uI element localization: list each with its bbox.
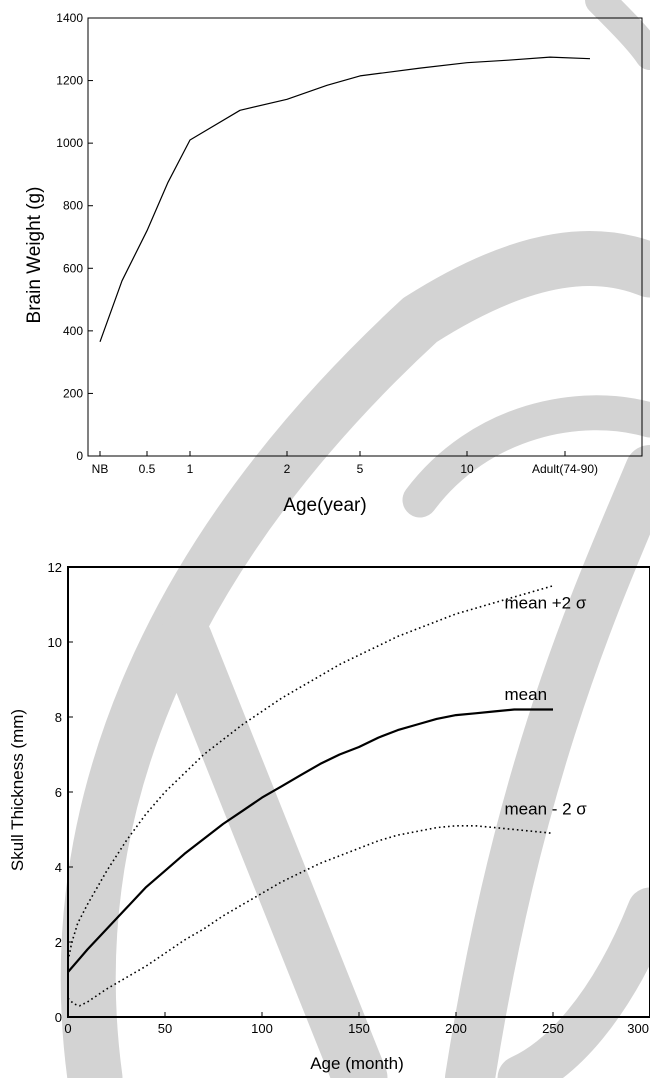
- brain-weight-series-line: [99, 56, 591, 343]
- chart-b-x-tick-label: 50: [158, 1021, 172, 1036]
- chart-a-y-tick-label: 1400: [56, 11, 83, 25]
- brain-weight-chart: 0 200 400 600 800 1000 1200 1400 NB 0.5 1 2 5 10 Adult…: [24, 11, 643, 516]
- chart-a-x-tick-label: NB: [92, 462, 109, 476]
- chart-a-y-tick-label: 600: [63, 261, 83, 275]
- chart-a-x-tick-label: 1: [187, 462, 194, 476]
- watermark-v-right: [445, 445, 650, 1078]
- chart-a-ticks: 0 200 400 600 800 1000 1200 1400 NB 0.5 1 2 5 10 Adult…: [56, 11, 598, 476]
- chart-b-x-axis-title: Age (month): [310, 1054, 404, 1073]
- watermark-swoosh: [402, 395, 650, 518]
- chart-b-ticks: 0 2 4 6 8 10 12 0 50 100 150 200 250 300: [48, 560, 650, 1036]
- chart-b-x-tick-label: 0: [64, 1021, 71, 1036]
- chart-a-y-tick-label: 1000: [56, 136, 83, 150]
- series-annotation-label: mean - 2 σ: [505, 800, 588, 819]
- chart-b-x-tick-label: 300: [627, 1021, 649, 1036]
- chart-a-x-tick-label: Adult(74-90): [532, 462, 598, 476]
- series-annotation-label: mean: [505, 685, 548, 704]
- series-annotation-label: mean +2 σ: [505, 593, 587, 612]
- chart-a-x-tick-label: 5: [357, 462, 364, 476]
- chart-b-series: [67, 585, 554, 1007]
- chart-b-y-tick-label: 0: [55, 1010, 62, 1025]
- chart-b-annotations: mean +2 σ mean mean - 2 σ: [505, 593, 588, 818]
- chart-b-y-tick-label: 6: [55, 785, 62, 800]
- chart-a-x-axis-title: Age(year): [283, 495, 366, 516]
- chart-a-plot-frame: [87, 17, 643, 457]
- chart-b-x-tick-label: 150: [348, 1021, 370, 1036]
- mean-line: [67, 708, 553, 973]
- chart-b-x-tick-label: 250: [542, 1021, 564, 1036]
- chart-b-y-tick-label: 10: [48, 635, 62, 650]
- watermark-logo: [60, 0, 650, 1078]
- chart-b-x-tick-label: 200: [445, 1021, 467, 1036]
- watermark-corner: [585, 0, 650, 70]
- chart-a-x-tick-label: 2: [284, 462, 291, 476]
- chart-b-x-tick-label: 100: [251, 1021, 273, 1036]
- watermark-arc: [60, 231, 650, 1078]
- watermark-v-left: [157, 612, 388, 1078]
- chart-a-y-tick-label: 800: [63, 199, 83, 213]
- chart-a-y-tick-label: 400: [63, 324, 83, 338]
- chart-a-y-tick-label: 0: [76, 449, 83, 463]
- chart-a-y-axis-title: Brain Weight (g): [24, 187, 45, 324]
- chart-a-x-tick-label: 10: [460, 462, 474, 476]
- watermark-arc-lower: [497, 887, 650, 1078]
- chart-b-y-axis-title: Skull Thickness (mm): [8, 709, 27, 871]
- chart-a-series: [99, 56, 591, 343]
- chart-a-x-tick-label: 0.5: [139, 462, 156, 476]
- chart-a-y-tick-label: 200: [63, 386, 83, 400]
- chart-b-y-tick-label: 4: [55, 860, 62, 875]
- chart-b-y-tick-label: 8: [55, 710, 62, 725]
- chart-b-y-tick-label: 12: [48, 560, 62, 575]
- chart-a-y-tick-label: 1200: [56, 74, 83, 88]
- chart-b-y-tick-label: 2: [55, 935, 62, 950]
